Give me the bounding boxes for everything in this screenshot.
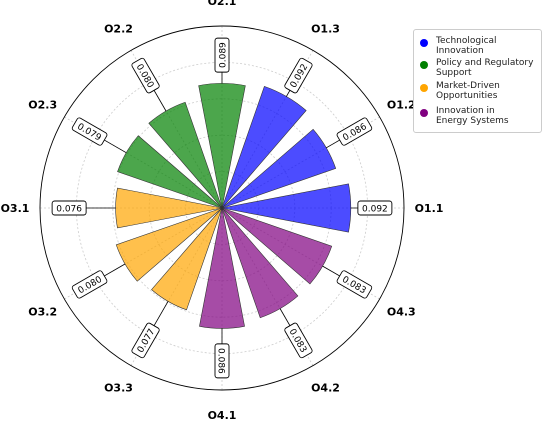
value-label: 0.089 <box>214 37 230 73</box>
value-label-box <box>131 57 160 94</box>
value-label-box <box>214 37 230 73</box>
bar-o4-2 <box>221 207 299 319</box>
bar-o4-1 <box>199 207 245 329</box>
value-label: 0.079 <box>71 117 108 146</box>
value-label: 0.092 <box>284 57 313 94</box>
category-label-o4-3: O4.3 <box>387 306 416 319</box>
legend-marker <box>420 61 428 69</box>
category-label-o3-2: O3.2 <box>28 306 57 319</box>
value-label-box <box>51 200 87 216</box>
value-label-box <box>336 117 373 146</box>
value-label: 0.086 <box>214 343 230 379</box>
value-label: 0.083 <box>336 270 373 299</box>
legend-label: Policy and Regulatory Support <box>436 58 534 78</box>
legend-item-technological-innovation: Technological Innovation <box>420 36 497 56</box>
bar-o3-3 <box>151 207 223 311</box>
category-label-o4-1: O4.1 <box>208 409 237 422</box>
category-label-o1-1: O1.1 <box>415 202 444 215</box>
legend-marker <box>420 109 428 117</box>
bar-o2-3 <box>117 135 223 209</box>
value-label: 0.077 <box>131 322 160 359</box>
bar-o3-1 <box>115 187 223 229</box>
legend: Technological Innovation Policy and Regu… <box>413 29 542 133</box>
legend-marker <box>420 84 428 92</box>
category-label-o1-3: O1.3 <box>311 23 340 36</box>
legend-item-innovation-in-energy-systems: Innovation in Energy Systems <box>420 106 509 126</box>
value-label-box <box>284 57 313 94</box>
bar-o1-2 <box>221 128 337 209</box>
value-label-box <box>357 200 393 216</box>
legend-marker <box>420 39 428 47</box>
legend-label: Technological Innovation <box>436 36 497 56</box>
bar-o2-1 <box>198 83 246 209</box>
bar-o4-3 <box>221 207 333 285</box>
legend-label: Market-Driven Opportunities <box>436 81 500 101</box>
value-label-text: 0.086 <box>216 348 226 374</box>
category-label-o3-3: O3.3 <box>104 381 133 394</box>
category-label-o2-1: O2.1 <box>208 0 237 8</box>
bar-o2-2 <box>148 101 223 209</box>
value-label-box <box>284 322 313 359</box>
value-label-box <box>214 343 230 379</box>
value-label-box <box>131 322 160 359</box>
value-label: 0.092 <box>357 200 393 216</box>
value-label: 0.076 <box>51 200 87 216</box>
value-label-text: 0.076 <box>56 204 82 214</box>
value-label-box <box>336 270 373 299</box>
legend-label: Innovation in Energy Systems <box>436 106 509 126</box>
value-label: 0.083 <box>284 322 313 359</box>
bar-o3-2 <box>115 207 223 282</box>
category-label-o2-3: O2.3 <box>28 99 57 112</box>
value-label-box <box>71 117 108 146</box>
value-label-text: 0.089 <box>218 42 228 68</box>
value-label-box <box>71 270 108 299</box>
value-label: 0.080 <box>71 270 108 299</box>
legend-item-policy-and-regulatory-support: Policy and Regulatory Support <box>420 58 533 78</box>
category-label-o4-2: O4.2 <box>311 381 340 394</box>
value-label: 0.080 <box>131 57 160 94</box>
category-label-o3-1: O3.1 <box>1 202 30 215</box>
legend-item-market-driven-opportunities: Market-Driven Opportunities <box>420 81 500 101</box>
value-label: 0.086 <box>336 117 373 146</box>
category-label-o1-2: O1.2 <box>387 99 416 112</box>
outer-circle <box>39 25 405 391</box>
value-label-text: 0.092 <box>362 204 388 214</box>
category-label-o2-2: O2.2 <box>104 23 133 36</box>
